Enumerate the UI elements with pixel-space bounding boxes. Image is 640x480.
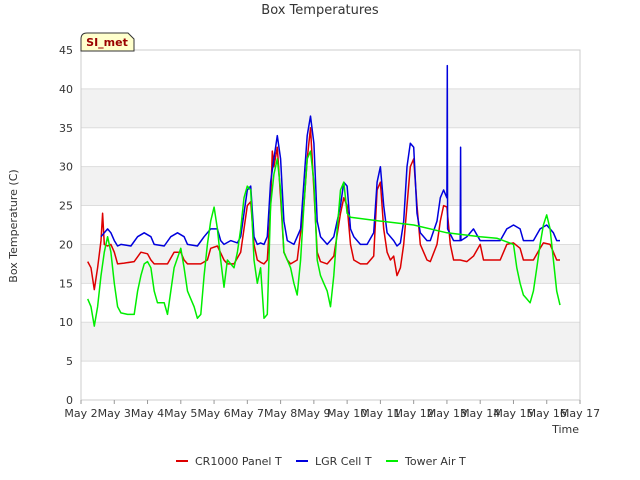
- plot-frame: [80, 49, 581, 401]
- annotation-label: SI_met: [80, 32, 135, 52]
- y-tick-label: 20: [59, 238, 73, 251]
- legend: CR1000 Panel T LGR Cell T Tower Air T: [176, 455, 466, 468]
- background-bands: [81, 88, 580, 362]
- x-tick-label: May 15: [493, 407, 533, 420]
- x-tick-label: May 12: [394, 407, 434, 420]
- y-tick-label: 5: [66, 355, 73, 368]
- series-line-1: [100, 64, 560, 247]
- y-tick-label: 45: [59, 44, 73, 57]
- series-line-2: [87, 150, 561, 327]
- x-tick-label: May 14: [460, 407, 500, 420]
- x-tick-label: May 17: [560, 407, 600, 420]
- band: [81, 322, 580, 362]
- y-tick-label: 40: [59, 83, 73, 96]
- band: [81, 166, 580, 206]
- chart-title: Box Temperatures: [261, 3, 379, 18]
- legend-label: Tower Air T: [404, 455, 466, 468]
- legend-label: LGR Cell T: [315, 455, 372, 468]
- x-tick-label: May 13: [427, 407, 467, 420]
- x-tick-label: May 5: [164, 407, 197, 420]
- x-axis-label: Time: [551, 423, 579, 436]
- y-tick-label: 30: [59, 161, 73, 174]
- legend-label: CR1000 Panel T: [195, 455, 282, 468]
- x-tick-label: May 10: [327, 407, 367, 420]
- annotation-box: [80, 32, 135, 52]
- y-tick-labels: 0 5 10 15 20 25 30 35 40 45: [59, 44, 73, 407]
- y-tick-label: 0: [66, 394, 73, 407]
- x-tick-label: May 8: [264, 407, 297, 420]
- x-tick-label: May 6: [197, 407, 230, 420]
- series-lines: [87, 64, 561, 327]
- y-tick-label: 35: [59, 122, 73, 135]
- x-tick-label: May 11: [360, 407, 400, 420]
- y-tick-label: 10: [59, 316, 73, 329]
- x-tick-label: May 16: [527, 407, 567, 420]
- x-tick-label: May 7: [231, 407, 264, 420]
- band: [81, 88, 580, 128]
- x-tick-label: May 4: [131, 407, 164, 420]
- x-tick-label: May 3: [98, 407, 131, 420]
- x-tick-label: May 2: [64, 407, 97, 420]
- annotation-text: SI_met: [86, 36, 128, 49]
- y-tick-label: 25: [59, 200, 73, 213]
- y-tick-label: 15: [59, 277, 73, 290]
- y-axis-label: Box Temperature (C): [7, 169, 20, 282]
- x-tick-labels: May 2 May 3 May 4 May 5 May 6 May 7 May 8 May 9…: [64, 400, 600, 420]
- x-tick-label: May 9: [297, 407, 330, 420]
